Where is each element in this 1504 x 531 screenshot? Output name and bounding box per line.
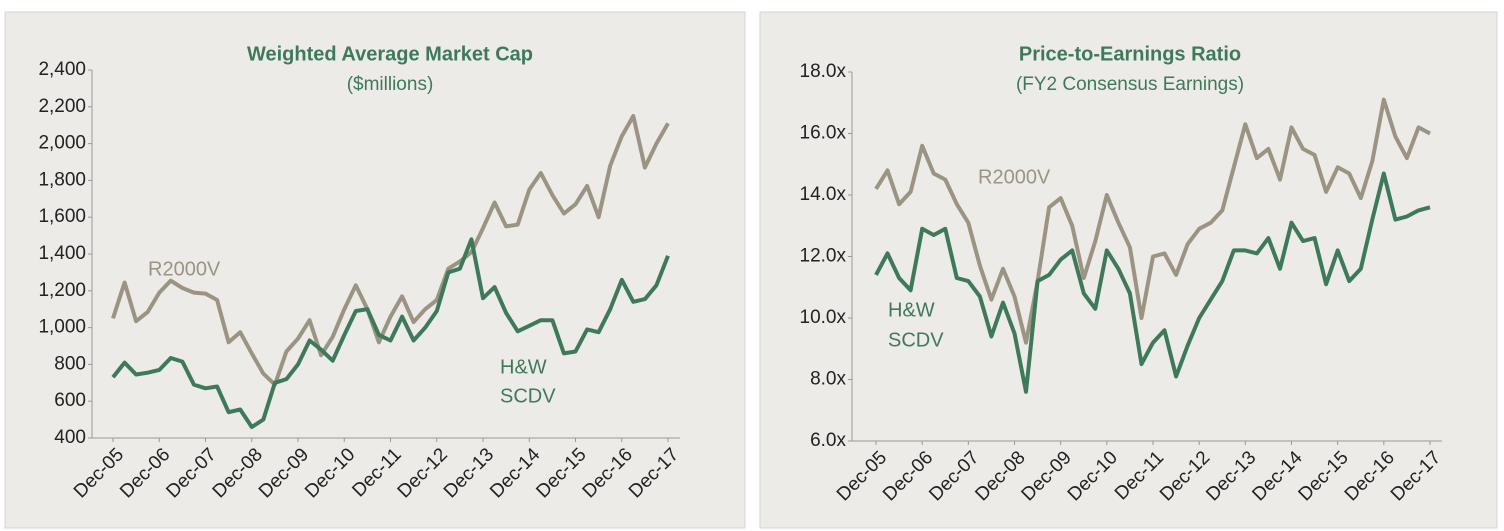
y-tick-label: 10.0x	[800, 307, 847, 328]
series-label: H&W	[500, 356, 547, 378]
series-label: SCDV	[500, 385, 556, 407]
series-label: R2000V	[148, 258, 221, 280]
chart-subtitle: (FY2 Consensus Earnings)	[1016, 74, 1244, 95]
line-series	[111, 114, 670, 387]
y-tick-label: 18.0x	[800, 61, 847, 82]
y-tick-label: 8.0x	[810, 369, 846, 390]
line-series	[874, 171, 1431, 394]
y-tick-label: 400	[54, 427, 86, 448]
y-tick-label: 1,400	[38, 243, 86, 264]
chart-subtitle: ($millions)	[347, 74, 434, 95]
y-tick-label: 1,600	[38, 206, 86, 227]
series-label: SCDV	[888, 329, 944, 351]
panel	[759, 11, 1498, 529]
y-tick-label: 14.0x	[800, 184, 847, 205]
line-series	[111, 237, 670, 429]
y-tick-label: 1,200	[38, 280, 86, 301]
y-tick-label: 2,200	[38, 96, 86, 117]
chart-title: Weighted Average Market Cap	[247, 43, 533, 65]
series-label: R2000V	[978, 166, 1051, 188]
y-tick-label: 12.0x	[800, 246, 847, 267]
y-tick-label: 800	[54, 353, 86, 374]
y-tick-label: 2,000	[38, 133, 86, 154]
y-tick-label: 600	[54, 390, 86, 411]
y-tick-label: 1,800	[38, 169, 86, 190]
line-series	[874, 97, 1431, 345]
y-tick-label: 2,400	[38, 59, 86, 80]
y-tick-label: 1,000	[38, 317, 86, 338]
chart-title: Price-to-Earnings Ratio	[1019, 43, 1241, 65]
series-label: H&W	[888, 299, 935, 321]
y-tick-label: 16.0x	[800, 123, 847, 144]
y-tick-label: 6.0x	[810, 430, 846, 451]
